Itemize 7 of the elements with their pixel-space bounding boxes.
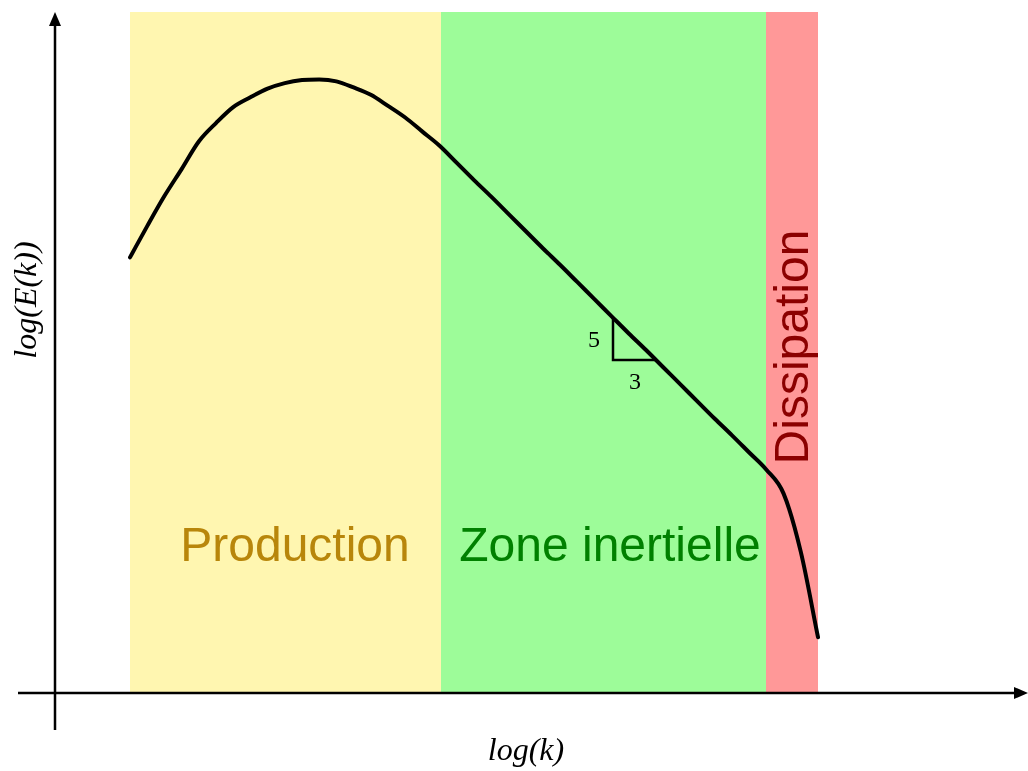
annotation: Production: [180, 518, 410, 571]
annotation: 3: [629, 368, 641, 395]
annotation: Dissipation: [765, 229, 819, 465]
x-axis-title: log(k): [487, 731, 565, 767]
annotation: 5: [588, 326, 600, 353]
y-axis-title: log(E(k)): [7, 241, 44, 359]
annotation: Zone inertielle: [459, 518, 761, 571]
